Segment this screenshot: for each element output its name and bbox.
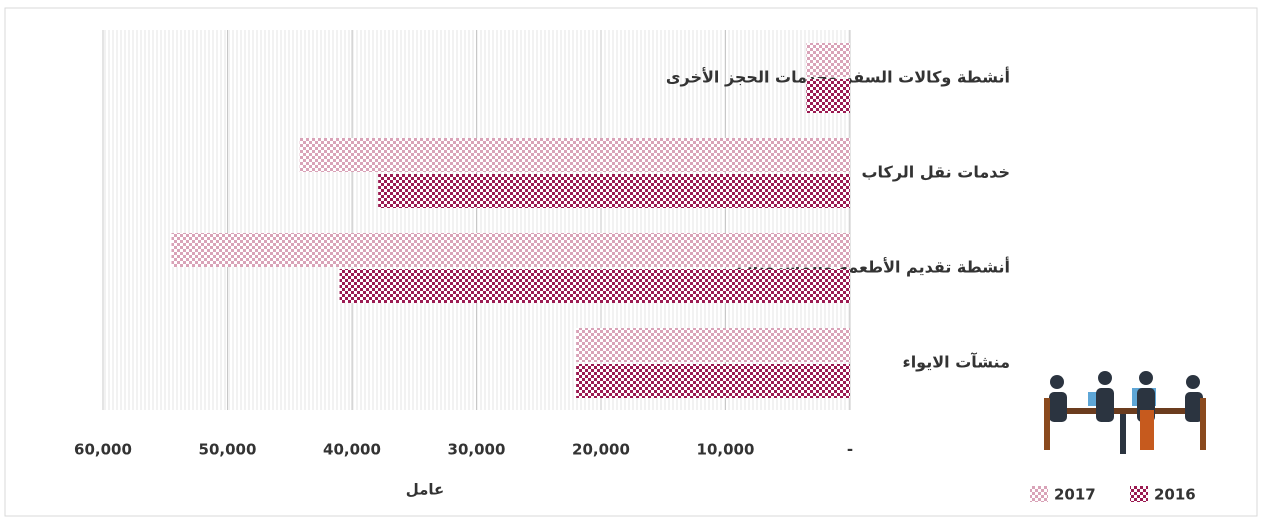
bar bbox=[806, 43, 850, 77]
bar bbox=[378, 174, 850, 208]
x-axis-title: عامل bbox=[406, 481, 445, 499]
bar bbox=[806, 79, 850, 113]
x-tick-label: 30,000 bbox=[448, 441, 506, 459]
legend-label: 2017 bbox=[1054, 486, 1096, 504]
x-tick-label: 20,000 bbox=[572, 441, 630, 459]
x-tick-label: 50,000 bbox=[199, 441, 257, 459]
bar bbox=[576, 328, 850, 362]
bar bbox=[576, 364, 850, 398]
category-label: منشآت الايواء bbox=[903, 352, 1010, 372]
bar bbox=[339, 269, 850, 303]
x-tick-label: - bbox=[847, 441, 853, 459]
legend-label: 2016 bbox=[1154, 486, 1196, 504]
x-tick-label: 40,000 bbox=[323, 441, 381, 459]
icon bbox=[1044, 371, 1206, 454]
x-tick-label: 60,000 bbox=[74, 441, 132, 459]
x-tick-label: 10,000 bbox=[697, 441, 755, 459]
legend-swatch bbox=[1030, 486, 1048, 502]
bar bbox=[171, 233, 851, 267]
category-label: خدمات نقل الركاب bbox=[861, 163, 1010, 182]
legend-swatch bbox=[1130, 486, 1148, 502]
bar bbox=[299, 138, 851, 172]
